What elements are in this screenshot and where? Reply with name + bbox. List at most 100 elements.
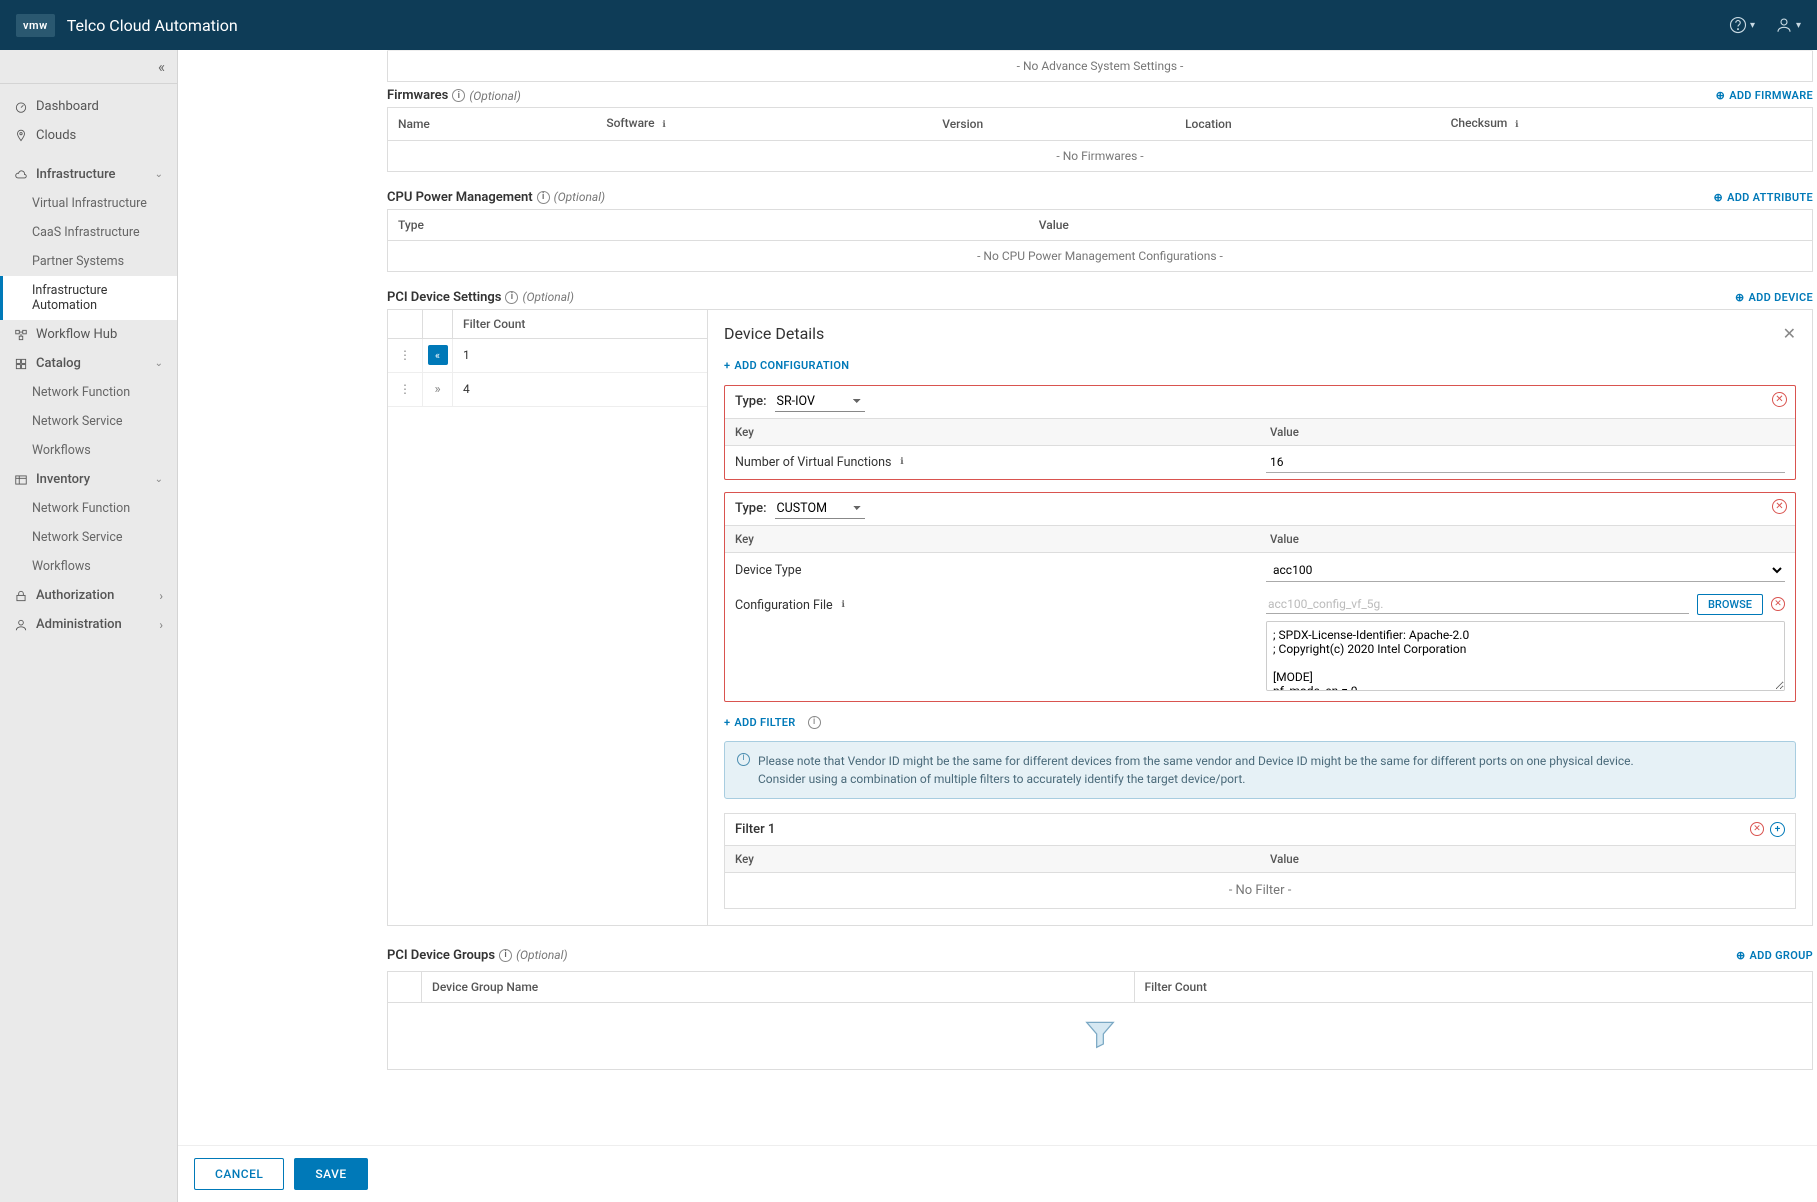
info-icon[interactable]: ℹ: [1510, 119, 1523, 132]
sidebar-item-infrastructure-automation[interactable]: Infrastructure Automation: [0, 276, 177, 320]
filter-title: Filter 1: [735, 822, 775, 837]
sidebar-collapse-button[interactable]: «: [0, 50, 177, 84]
key-label: Configuration File ℹ: [735, 594, 1254, 613]
row-menu-icon[interactable]: ⋮: [388, 339, 423, 372]
sidebar-item-virtual-infrastructure[interactable]: Virtual Infrastructure: [0, 189, 177, 218]
sidebar-section-catalog[interactable]: Catalog ⌄: [0, 349, 177, 378]
add-configuration-button[interactable]: + ADD CONFIGURATION: [724, 359, 849, 372]
sidebar-item-label: Virtual Infrastructure: [32, 196, 147, 211]
pci-filter-row[interactable]: ⋮ « 1: [388, 339, 707, 373]
collapse-icon[interactable]: «: [428, 345, 448, 365]
cpu-pm-table: Type Value - No CPU Power Management Con…: [387, 209, 1813, 272]
empty-message: - No Advance System Settings -: [388, 51, 1813, 82]
pci-filter-row[interactable]: ⋮ » 4: [388, 373, 707, 407]
add-group-button[interactable]: ⊕ ADD GROUP: [1736, 949, 1813, 962]
sidebar-item-inventory-network-service[interactable]: Network Service: [0, 523, 177, 552]
firmwares-title: Firmwares i (Optional): [387, 88, 521, 103]
sidebar-item-catalog-network-function[interactable]: Network Function: [0, 378, 177, 407]
type-select[interactable]: CUSTOM: [775, 499, 865, 519]
col-checksum: Checksum ℹ: [1441, 108, 1813, 141]
col-name: Name: [388, 108, 597, 141]
sidebar-item-label: Network Service: [32, 414, 123, 429]
sidebar-item-label: Infrastructure Automation: [32, 283, 163, 313]
key-label: Number of Virtual Functions ℹ: [735, 455, 1254, 470]
delete-config-button[interactable]: ✕: [1772, 392, 1787, 407]
info-icon[interactable]: ℹ: [896, 456, 909, 469]
type-select[interactable]: SR-IOV: [775, 392, 865, 412]
sidebar-item-label: Authorization: [36, 588, 114, 603]
config-file-textarea[interactable]: [1266, 621, 1785, 691]
sidebar-item-partner-systems[interactable]: Partner Systems: [0, 247, 177, 276]
sidebar-item-caas-infrastructure[interactable]: CaaS Infrastructure: [0, 218, 177, 247]
filter-count-header: Filter Count: [453, 310, 707, 338]
sidebar-item-inventory-network-function[interactable]: Network Function: [0, 494, 177, 523]
sidebar-section-administration[interactable]: Administration ›: [0, 610, 177, 639]
pci-settings-title: PCI Device Settings i (Optional): [387, 290, 574, 305]
add-filter-button[interactable]: + ADD FILTER: [724, 716, 796, 729]
pci-filter-list: Filter Count ⋮ « 1 ⋮ » 4: [388, 310, 707, 925]
add-device-button[interactable]: ⊕ ADD DEVICE: [1735, 291, 1813, 304]
info-icon: i: [737, 753, 750, 766]
info-icon[interactable]: i: [537, 191, 550, 204]
type-label: Type:: [735, 501, 767, 516]
key-header: Key: [725, 419, 1260, 445]
chevron-down-icon: ⌄: [155, 169, 163, 180]
collapse-icon: «: [158, 58, 165, 76]
delete-config-button[interactable]: ✕: [1772, 499, 1787, 514]
user-menu[interactable]: ▾: [1775, 16, 1801, 34]
sidebar-item-label: CaaS Infrastructure: [32, 225, 140, 240]
add-attribute-button[interactable]: ⊕ ADD ATTRIBUTE: [1714, 191, 1813, 204]
col-type: Type: [388, 209, 1029, 240]
help-menu[interactable]: ▾: [1729, 16, 1755, 34]
type-label: Type:: [735, 394, 767, 409]
row-menu-icon[interactable]: ⋮: [388, 373, 423, 406]
key-label: Device Type: [735, 563, 1254, 578]
close-icon[interactable]: ✕: [1783, 324, 1796, 343]
delete-filter-button[interactable]: ✕: [1750, 822, 1764, 836]
sidebar-item-label: Clouds: [36, 128, 76, 143]
remove-file-button[interactable]: ✕: [1771, 597, 1785, 611]
device-type-select[interactable]: acc100: [1266, 559, 1785, 582]
sidebar-item-catalog-network-service[interactable]: Network Service: [0, 407, 177, 436]
cpu-pm-title: CPU Power Management i (Optional): [387, 190, 605, 205]
save-button[interactable]: SAVE: [294, 1158, 367, 1190]
empty-message: - No Filter -: [725, 873, 1795, 908]
sidebar-item-catalog-workflows[interactable]: Workflows: [0, 436, 177, 465]
product-title: Telco Cloud Automation: [67, 16, 238, 35]
device-groups-table: Device Group Name Filter Count: [387, 971, 1813, 1070]
info-icon[interactable]: i: [452, 89, 465, 102]
sidebar-item-clouds[interactable]: Clouds: [0, 121, 177, 150]
cancel-button[interactable]: CANCEL: [194, 1158, 284, 1190]
add-filter-item-button[interactable]: +: [1770, 822, 1785, 837]
filter-1-block: Filter 1 ✕ + KeyValue - No Filter -: [724, 813, 1796, 909]
expand-icon[interactable]: »: [434, 382, 440, 397]
col-location: Location: [1175, 108, 1441, 141]
info-icon[interactable]: i: [499, 949, 512, 962]
vmw-logo: vmw: [16, 14, 55, 37]
sidebar-item-label: Dashboard: [36, 99, 99, 114]
add-firmware-button[interactable]: ⊕ ADD FIRMWARE: [1716, 89, 1813, 102]
value-header: Value: [1260, 846, 1795, 872]
config-sriov: ✕ Type: SR-IOV KeyValue Number of Virtua…: [724, 385, 1796, 480]
num-virtual-functions-input[interactable]: [1266, 452, 1785, 473]
info-icon[interactable]: i: [505, 291, 518, 304]
sidebar-item-inventory-workflows[interactable]: Workflows: [0, 552, 177, 581]
admin-icon: [14, 618, 28, 632]
sidebar-item-label: Infrastructure: [36, 167, 116, 182]
browse-button[interactable]: BROWSE: [1697, 594, 1763, 615]
sidebar-item-label: Network Function: [32, 501, 130, 516]
sidebar-item-workflow-hub[interactable]: Workflow Hub: [0, 320, 177, 349]
sidebar-item-label: Network Function: [32, 385, 130, 400]
content-gutter: [178, 50, 383, 1202]
advanced-system-settings-table: - No Advance System Settings -: [387, 50, 1813, 82]
info-icon[interactable]: ℹ: [658, 119, 671, 132]
sidebar-section-inventory[interactable]: Inventory ⌄: [0, 465, 177, 494]
sidebar-section-infrastructure[interactable]: Infrastructure ⌄: [0, 160, 177, 189]
sidebar-item-dashboard[interactable]: Dashboard: [0, 92, 177, 121]
sidebar-section-authorization[interactable]: Authorization ›: [0, 581, 177, 610]
config-file-name: acc100_config_vf_5g.: [1266, 595, 1689, 614]
info-icon[interactable]: ℹ: [837, 599, 850, 612]
catalog-icon: [14, 357, 28, 371]
filter-count-value: 1: [453, 348, 707, 362]
info-icon[interactable]: i: [808, 716, 821, 729]
